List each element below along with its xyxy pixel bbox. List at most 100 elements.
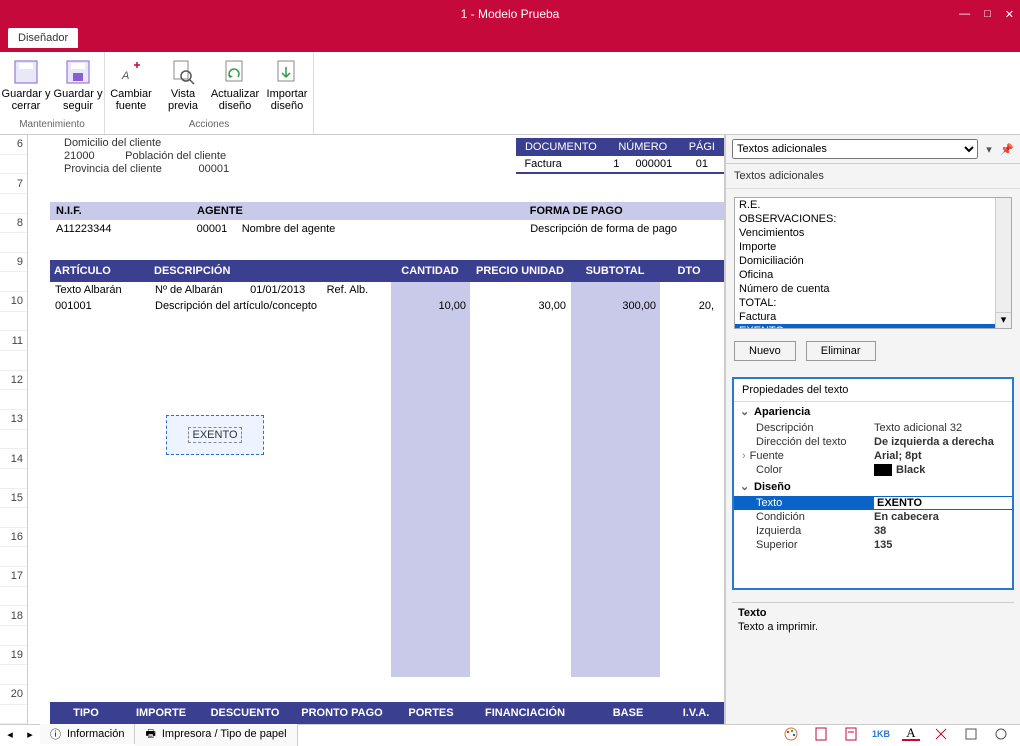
save-close-icon — [12, 58, 40, 86]
scrollbar[interactable] — [995, 198, 1011, 312]
list-item[interactable]: Domiciliación — [735, 254, 1011, 268]
client-line: Domicilio del cliente — [64, 137, 229, 149]
save-close-button[interactable]: Guardar y cerrar — [0, 54, 52, 116]
status-tab-info[interactable]: ⓘ Información — [40, 724, 135, 744]
design-surface[interactable]: 6-7-8-9-10-11-12-13-14-15-16-17-18-19-20… — [0, 135, 725, 724]
change-font-button[interactable]: A Cambiar fuente — [105, 54, 157, 116]
palette-icon[interactable] — [782, 727, 800, 741]
ribbon-group-actions: A Cambiar fuente Vista previa Actualizar… — [105, 52, 314, 134]
client-block: Domicilio del cliente 21000 Población de… — [64, 137, 229, 176]
import-icon — [273, 58, 301, 86]
properties-category[interactable]: ⌄ Diseño — [734, 477, 1012, 496]
import-design-button[interactable]: Importar diseño — [261, 54, 313, 116]
doc-info-table: DOCUMENTO NÚMERO PÁGI Factura 1 000001 0… — [516, 138, 724, 174]
status-tab-printer[interactable]: 🖶 Impresora / Tipo de papel — [135, 723, 297, 746]
printer-icon: 🖶 — [145, 725, 155, 744]
properties-row[interactable]: Dirección del texto De izquierda a derec… — [734, 435, 1012, 449]
doc-icon[interactable] — [812, 727, 830, 741]
list-item[interactable]: TOTAL: — [735, 296, 1011, 310]
chevron-down-icon: ⌄ — [740, 405, 754, 418]
properties-category[interactable]: ⌄ Apariencia — [734, 402, 1012, 421]
list-item[interactable]: Oficina — [735, 268, 1011, 282]
panel-section-title: Textos adicionales — [726, 164, 1020, 189]
maximize-icon[interactable]: □ — [984, 8, 991, 21]
title-bar: 1 - Modelo Prueba — □ ✕ — [0, 0, 1020, 28]
list-item[interactable]: Número de cuenta — [735, 282, 1011, 296]
ribbon-group-maintenance: Guardar y cerrar Guardar y seguir Manten… — [0, 52, 105, 134]
ribbon: Guardar y cerrar Guardar y seguir Manten… — [0, 52, 1020, 135]
panel-button-row: Nuevo Eliminar — [734, 341, 1012, 361]
minimize-icon[interactable]: — — [959, 8, 970, 21]
side-panel: Textos adicionales ▾ 📌 Textos adicionale… — [725, 135, 1020, 724]
properties-row[interactable]: Izquierda 38 — [734, 524, 1012, 538]
properties-row[interactable]: Condición En cabecera — [734, 510, 1012, 524]
chevron-down-icon[interactable]: ▾ — [995, 312, 1011, 328]
ribbon-group-label: Acciones — [189, 119, 230, 132]
properties-panel: Propiedades del texto ⌄ Apariencia Descr… — [732, 377, 1014, 590]
properties-row[interactable]: Color Black — [734, 463, 1012, 477]
square-icon[interactable] — [962, 727, 980, 741]
tab-strip: Diseñador — [0, 28, 1020, 52]
doc2-icon[interactable] — [842, 727, 860, 741]
exento-label: EXENTO — [188, 427, 241, 443]
properties-row[interactable]: Descripción Texto adicional 32 — [734, 421, 1012, 435]
save-icon — [64, 58, 92, 86]
vertical-ruler: 6-7-8-9-10-11-12-13-14-15-16-17-18-19-20… — [0, 135, 28, 724]
ribbon-label: Actualizar diseño — [209, 88, 261, 112]
list-item[interactable]: OBSERVACIONES: — [735, 212, 1011, 226]
footer-header: TIPOIMPORTEDESCUENTOPRONTO PAGOPORTESFIN… — [50, 702, 724, 724]
update-icon — [221, 58, 249, 86]
ribbon-label: Vista previa — [157, 88, 209, 112]
chevron-down-icon[interactable]: ▾ — [982, 143, 996, 156]
pin-icon[interactable]: 📌 — [1000, 143, 1014, 156]
font-tool-icon[interactable]: A — [902, 727, 920, 741]
save-continue-button[interactable]: Guardar y seguir — [52, 54, 104, 116]
detail-body: Texto Albarán 001001 Nº de Albarán 01/01… — [50, 282, 724, 677]
property-description: Texto Texto a imprimir. — [732, 602, 1014, 637]
preview-button[interactable]: Vista previa — [157, 54, 209, 116]
new-button[interactable]: Nuevo — [734, 341, 796, 361]
scroll-left-icon[interactable]: ◂ — [0, 728, 20, 741]
list-item[interactable]: EXENTO — [735, 324, 1011, 328]
font-icon: A — [117, 58, 145, 86]
window-controls: — □ ✕ — [959, 8, 1014, 21]
tab-designer[interactable]: Diseñador — [8, 28, 78, 48]
band-header-row: N.I.F.AGENTEFORMA DE PAGO — [50, 202, 724, 220]
ribbon-label: Guardar y seguir — [52, 88, 104, 112]
properties-row-selected[interactable]: Texto EXENTO — [734, 496, 1012, 510]
exento-element[interactable]: EXENTO — [166, 415, 264, 455]
ribbon-label: Guardar y cerrar — [0, 88, 52, 112]
text-list[interactable]: R.E.OBSERVACIONES:VencimientosImporteDom… — [735, 198, 1011, 328]
properties-row[interactable]: ›Fuente Arial; 8pt — [734, 449, 1012, 463]
list-item[interactable]: Vencimientos — [735, 226, 1011, 240]
info-icon: ⓘ — [50, 726, 61, 742]
delete-button[interactable]: Eliminar — [806, 341, 876, 361]
color-swatch — [874, 464, 892, 476]
list-item[interactable]: R.E. — [735, 198, 1011, 212]
ribbon-group-label: Mantenimiento — [19, 119, 85, 132]
panel-selector[interactable]: Textos adicionales — [732, 139, 978, 159]
status-tab-label: Información — [67, 728, 124, 740]
update-design-button[interactable]: Actualizar diseño — [209, 54, 261, 116]
svg-text:A: A — [121, 70, 129, 82]
circle-icon[interactable] — [992, 727, 1010, 741]
kb-icon[interactable]: 1KB — [872, 727, 890, 741]
text-list-wrap: R.E.OBSERVACIONES:VencimientosImporteDom… — [734, 197, 1012, 329]
panel-selector-row: Textos adicionales ▾ 📌 — [726, 135, 1020, 164]
properties-grid: ⌄ Apariencia Descripción Texto adicional… — [734, 402, 1012, 588]
list-item[interactable]: Factura — [735, 310, 1011, 324]
close-icon[interactable]: ✕ — [1005, 8, 1014, 21]
cross-icon[interactable] — [932, 727, 950, 741]
scroll-right-icon[interactable]: ▸ — [20, 728, 40, 741]
properties-row[interactable]: Superior 135 — [734, 538, 1012, 552]
status-bar: ◂ ▸ ⓘ Información 🖶 Impresora / Tipo de … — [0, 724, 1020, 743]
report-canvas[interactable]: Domicilio del cliente 21000 Población de… — [28, 135, 724, 724]
client-line: 21000 Población del cliente — [64, 150, 229, 162]
list-item[interactable]: Importe — [735, 240, 1011, 254]
chevron-down-icon: ⌄ — [740, 480, 754, 493]
ribbon-label: Importar diseño — [261, 88, 313, 112]
properties-title: Propiedades del texto — [734, 379, 1012, 402]
preview-icon — [169, 58, 197, 86]
band-header: N.I.F.AGENTEFORMA DE PAGO A1122334400001… — [50, 202, 724, 238]
band-value-row: A1122334400001Nombre del agenteDescripci… — [50, 220, 724, 238]
